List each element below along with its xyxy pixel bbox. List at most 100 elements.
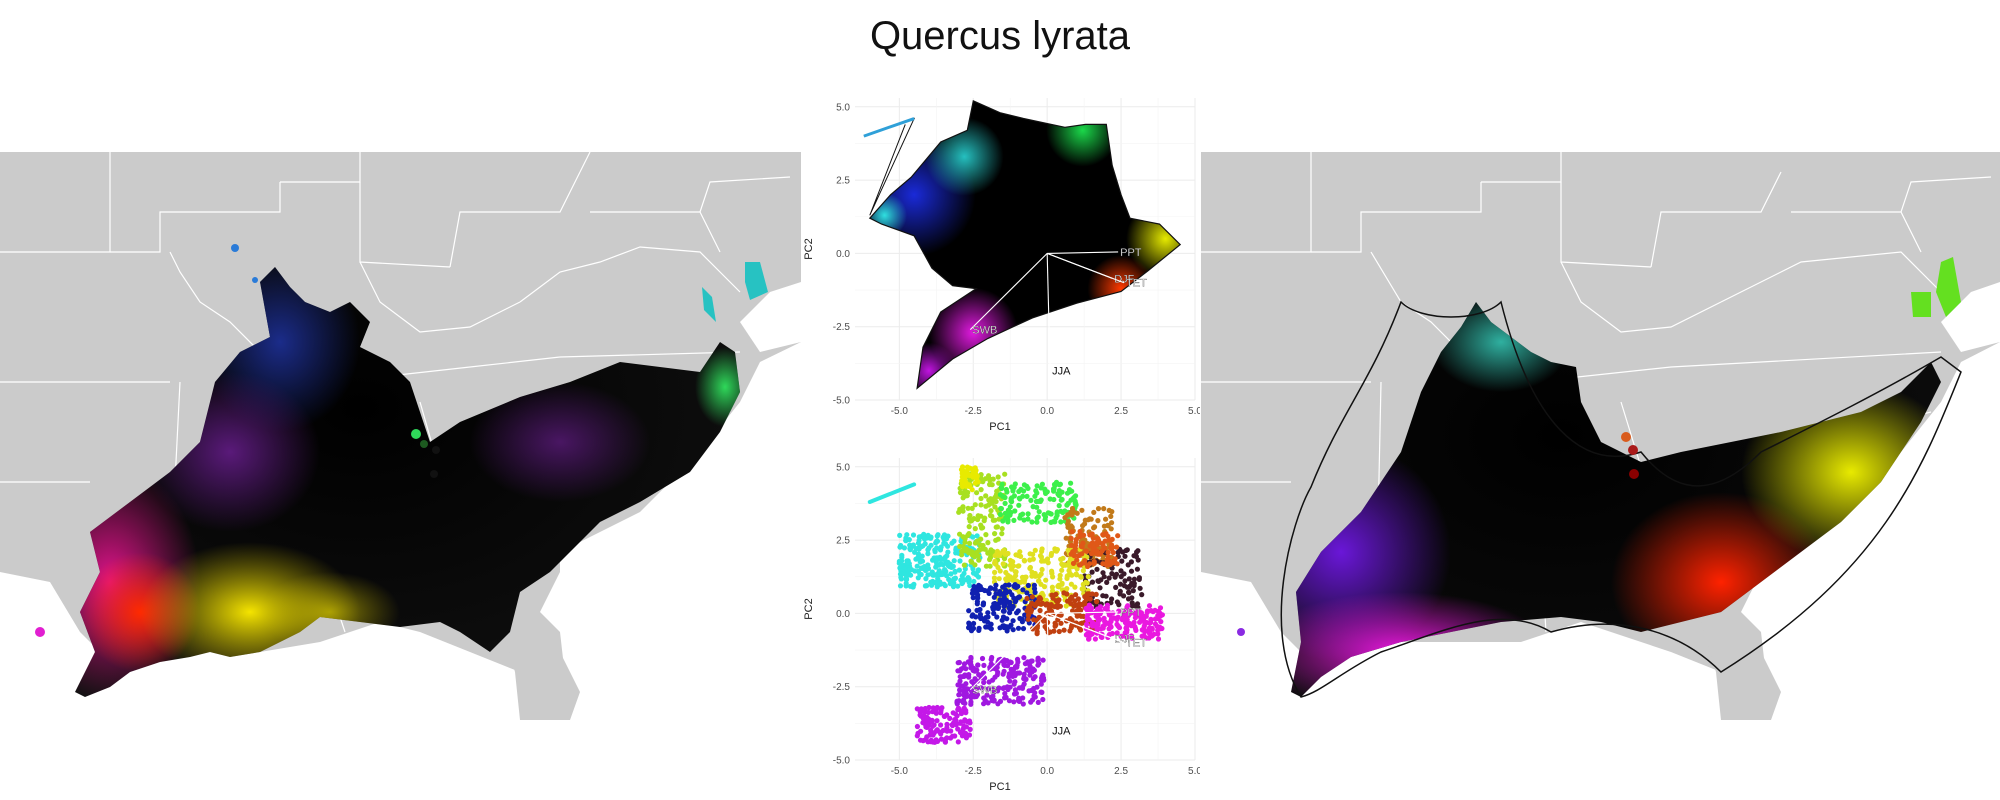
pca-point	[965, 505, 971, 511]
pca-point	[1122, 630, 1128, 636]
pca-point	[1061, 627, 1067, 633]
pca-point	[1025, 582, 1031, 589]
pca-point	[1100, 593, 1106, 599]
pca-point	[925, 722, 931, 729]
pca-point	[915, 554, 921, 560]
pca-point	[1036, 573, 1042, 579]
pca-point	[1069, 594, 1075, 600]
pca-point	[986, 590, 992, 596]
pca-point	[972, 480, 978, 486]
pca-point	[1146, 603, 1153, 609]
pca-point	[976, 672, 982, 678]
pca-point	[1000, 671, 1006, 677]
pca-point	[999, 485, 1005, 491]
pca-point	[934, 718, 940, 724]
pca-point	[1089, 540, 1095, 546]
loading-arrow-ppt	[1047, 251, 1119, 254]
range-hull-outline	[1280, 300, 1962, 698]
pca-point	[1124, 621, 1130, 627]
pca-point	[1059, 567, 1065, 573]
pca-point	[1085, 574, 1091, 580]
pca-point	[1005, 686, 1011, 693]
pca-point	[1115, 614, 1121, 620]
pca-point	[1147, 620, 1153, 626]
pca-point	[956, 567, 962, 573]
pca-point	[1012, 481, 1018, 487]
pca-point	[1128, 559, 1134, 565]
pca-point	[1129, 580, 1135, 586]
pca-point	[961, 697, 967, 703]
pca-point	[957, 543, 963, 550]
pca-point	[1023, 676, 1029, 682]
pca-point	[1005, 507, 1011, 513]
pca-point	[1031, 617, 1037, 623]
pca-point	[972, 502, 978, 508]
pca-point	[925, 551, 931, 557]
pca-point	[951, 558, 957, 564]
pca-point	[961, 661, 968, 667]
pca-point	[1012, 508, 1018, 514]
pca-point	[1011, 517, 1017, 523]
pca-point	[953, 711, 959, 717]
pca-point	[1058, 508, 1064, 514]
pca-point	[917, 737, 924, 743]
pca-point	[993, 666, 999, 672]
pca-point	[1013, 573, 1019, 579]
pca-point	[949, 540, 955, 546]
pca-point	[958, 719, 964, 725]
pca-point	[904, 558, 910, 564]
pca-point	[1089, 579, 1096, 585]
pca-point	[1049, 584, 1055, 590]
pca-point	[1093, 540, 1099, 546]
pca-point	[988, 496, 994, 502]
pca-point	[1027, 565, 1033, 571]
pca-point	[1109, 571, 1115, 577]
pca-point	[997, 551, 1003, 557]
pca-point	[928, 579, 934, 585]
pca-point	[999, 531, 1005, 537]
pca-point	[1034, 629, 1040, 635]
pca-point	[1101, 574, 1107, 580]
pca-point	[934, 584, 940, 590]
pca-point	[1069, 542, 1075, 548]
pca-point	[1021, 482, 1027, 488]
pca-point	[1095, 518, 1101, 524]
pca-point	[1111, 615, 1117, 621]
pca-point	[1040, 696, 1046, 703]
pca-point	[1025, 511, 1031, 517]
loading-label-tet: TET	[1126, 638, 1147, 650]
pca-point	[1155, 636, 1162, 642]
pca-point	[1009, 484, 1015, 490]
pca-point	[943, 568, 949, 574]
x-tick-label: -5.0	[891, 406, 909, 417]
pca-point	[1105, 554, 1111, 560]
pca-point	[1105, 549, 1111, 556]
pca-point	[1141, 625, 1147, 631]
pca-point	[976, 582, 982, 588]
pca-point	[1106, 631, 1113, 638]
pca-point	[908, 572, 914, 578]
pca-point	[960, 467, 966, 473]
pca-point	[1086, 591, 1092, 597]
pca-point	[966, 608, 972, 614]
pca-point	[997, 588, 1003, 595]
pca-point	[1020, 626, 1027, 632]
pca-point	[990, 517, 996, 523]
pca-point	[1104, 602, 1111, 608]
pca-point	[907, 583, 913, 589]
pca-point	[1045, 629, 1051, 635]
pca-point	[984, 692, 990, 698]
pca-point	[976, 557, 982, 563]
pca-point	[1034, 519, 1040, 525]
pca-point	[1108, 624, 1114, 630]
pca-point	[989, 500, 995, 506]
pca-point	[962, 566, 968, 572]
pca-point	[1155, 631, 1161, 637]
pca-point	[928, 542, 934, 548]
loading-arrow-ppt	[1047, 611, 1119, 614]
pca-point	[938, 731, 944, 737]
pca-point	[1068, 497, 1074, 503]
pca-point	[990, 604, 996, 610]
pca-point	[1115, 533, 1121, 539]
loading-arrow-tet	[1046, 612, 1125, 644]
